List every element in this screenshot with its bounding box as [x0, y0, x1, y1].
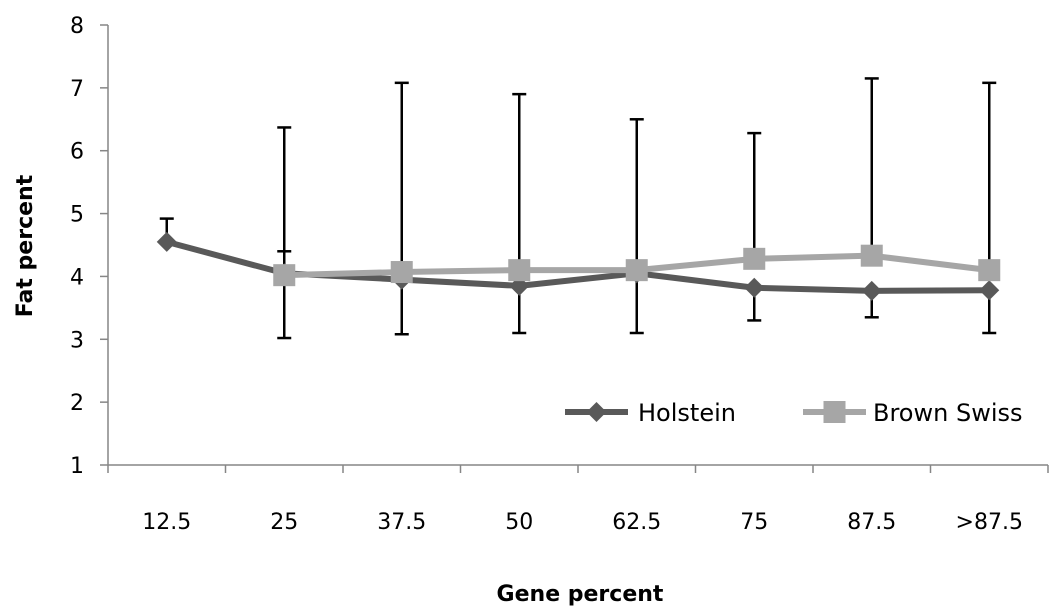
series-markers	[156, 231, 1001, 301]
brown-swiss-point	[625, 259, 648, 282]
y-tick-label: 1	[70, 454, 84, 479]
x-tick-label: 50	[505, 510, 533, 535]
holstein-point	[156, 231, 177, 252]
x-tick-label: 62.5	[612, 510, 661, 535]
y-tick-label: 8	[70, 14, 84, 39]
x-tick-label: >87.5	[956, 510, 1023, 535]
x-axis-title: Gene percent	[497, 582, 664, 607]
legend: Holstein Brown Swiss	[565, 399, 1023, 427]
holstein-point	[979, 280, 1000, 301]
y-tick-label: 5	[70, 203, 84, 228]
brown-swiss-point	[743, 247, 766, 270]
x-tick-label: 25	[270, 510, 298, 535]
legend-brown-swiss-label: Brown Swiss	[873, 399, 1023, 427]
holstein-point	[861, 280, 882, 301]
y-tick-label: 6	[70, 140, 84, 165]
y-axis-title: Fat percent	[13, 174, 38, 317]
legend-holstein-label: Holstein	[638, 399, 736, 427]
holstein-point	[744, 277, 765, 298]
brown-swiss-point	[273, 264, 296, 287]
y-tick-label: 4	[70, 265, 84, 290]
x-tick-label: 75	[740, 510, 768, 535]
brown-swiss-point	[508, 259, 531, 282]
y-tick-label: 3	[70, 328, 84, 353]
brown-swiss-point	[860, 244, 883, 267]
x-tick-label: 87.5	[847, 510, 896, 535]
brown-swiss-point	[978, 259, 1001, 282]
error-bars	[159, 77, 997, 340]
axes: 1 2 3 4 5 6 7 8 12.5 25 37.5 50 62.5 75 87.5 >87.5	[70, 14, 1049, 535]
y-tick-label: 7	[70, 77, 84, 102]
legend-holstein-marker	[586, 402, 607, 422]
legend-brown-swiss-marker	[823, 401, 846, 423]
x-tick-label: 12.5	[142, 510, 191, 535]
brown-swiss-point	[390, 261, 413, 284]
y-tick-label: 2	[70, 391, 84, 416]
x-tick-label: 37.5	[377, 510, 426, 535]
